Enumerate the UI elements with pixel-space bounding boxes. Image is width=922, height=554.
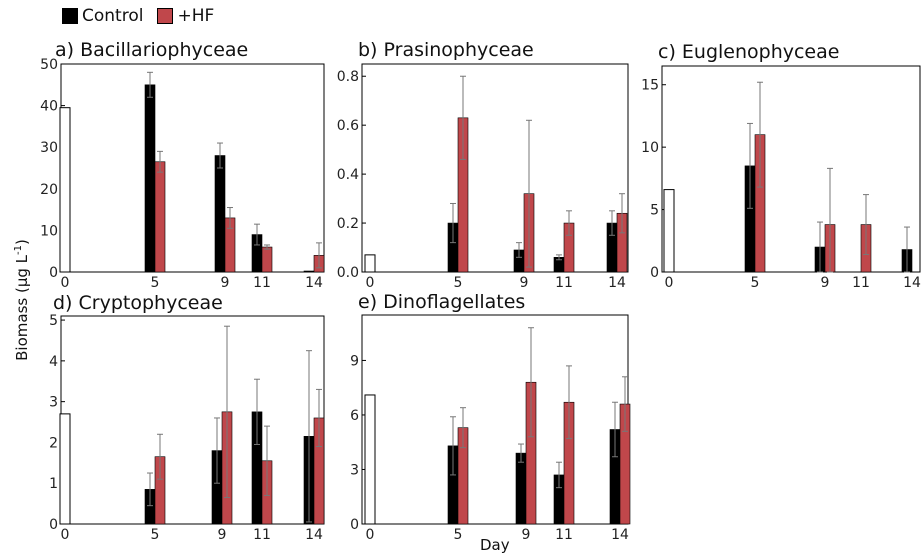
p0-ytick-label: 10	[40, 223, 58, 239]
p0-bar-control	[144, 84, 156, 273]
p2-ytick-label: 15	[641, 78, 659, 94]
p1-ytick-label: 0.4	[337, 167, 359, 183]
panel-title-a: a) Bacillariophyceae	[55, 39, 249, 61]
p1-xtick-label: 9	[520, 275, 529, 291]
p3-xtick-label: 5	[151, 527, 160, 543]
p2-ytick-label: 0	[650, 265, 659, 281]
legend: Control +HF	[62, 4, 228, 28]
p0-ytick-label: 30	[40, 140, 58, 156]
p0-xtick-label: 5	[151, 275, 160, 291]
p0-ytick-label: 50	[40, 57, 58, 73]
p2-xtick-label: 11	[852, 275, 870, 291]
p4-bar-initial	[364, 394, 376, 525]
p0-xtick-label: 11	[253, 275, 271, 291]
panel-title-c: c) Euglenophyceae	[658, 41, 840, 63]
p4-xtick-label: 0	[366, 527, 375, 543]
p1-ytick-label: 0.6	[337, 118, 359, 134]
p0-xtick-label: 14	[305, 275, 323, 291]
legend-label-control: Control	[82, 6, 144, 26]
p1-xtick-label: 11	[555, 275, 573, 291]
p3-frame	[60, 315, 325, 525]
p0-xtick-label: 0	[61, 275, 70, 291]
p1-xtick-label: 5	[454, 275, 463, 291]
p3-bar-initial	[59, 413, 71, 525]
panel-title-d: d) Cryptophyceae	[53, 292, 223, 314]
p0-bar-hf	[261, 246, 273, 273]
p2-bar-initial	[663, 189, 675, 273]
p4-xtick-label: 14	[611, 527, 629, 543]
panel-title-e: e) Dinoflagellates	[358, 291, 526, 313]
p3-ytick-label: 4	[49, 354, 58, 370]
p3-xtick-label: 0	[61, 527, 70, 543]
p4-bar-control	[515, 452, 527, 525]
p3-ytick-label: 5	[49, 313, 58, 329]
p1-ytick-label: 0.2	[337, 216, 359, 232]
p0-bar-hf	[154, 161, 166, 273]
p1-xtick-label: 14	[608, 275, 626, 291]
p0-frame	[60, 63, 325, 273]
p3-ytick-label: 0	[49, 517, 58, 533]
p1-xtick-label: 0	[366, 275, 375, 291]
x-axis-label: Day	[480, 536, 510, 554]
p0-bar-control	[303, 270, 315, 273]
p2-xtick-label: 0	[665, 275, 674, 291]
p2-xtick-label: 5	[751, 275, 760, 291]
p2-xtick-label: 9	[821, 275, 830, 291]
legend-swatch-hf	[157, 8, 174, 24]
p3-ytick-label: 3	[49, 395, 58, 411]
p4-xtick-label: 11	[555, 527, 573, 543]
p0-bar-initial	[59, 107, 71, 273]
p3-xtick-label: 14	[305, 527, 323, 543]
p0-bar-control	[214, 155, 226, 273]
p3-ytick-label: 2	[49, 435, 58, 451]
p2-ytick-label: 10	[641, 140, 659, 156]
legend-label-hf: +HF	[177, 6, 215, 26]
p2-ytick-label: 5	[650, 203, 659, 219]
p4-ytick-label: 9	[350, 353, 359, 369]
p1-frame	[361, 63, 629, 273]
p4-ytick-label: 6	[350, 408, 359, 424]
p2-frame	[661, 65, 921, 273]
p4-xtick-label: 9	[522, 527, 531, 543]
legend-swatch-control	[62, 8, 78, 24]
p1-ytick-label: 0.0	[337, 265, 359, 281]
p3-xtick-label: 11	[253, 527, 271, 543]
p4-xtick-label: 5	[454, 527, 463, 543]
p1-ytick-label: 0.8	[337, 69, 359, 85]
p4-ytick-label: 3	[350, 462, 359, 478]
panel-title-b: b) Prasinophyceae	[358, 39, 534, 61]
p0-ytick-label: 20	[40, 182, 58, 198]
legend-item-hf: +HF	[157, 6, 214, 26]
p3-ytick-label: 1	[49, 476, 58, 492]
legend-item-control: Control	[62, 6, 143, 26]
p2-xtick-label: 14	[903, 275, 921, 291]
p4-ytick-label: 0	[350, 517, 359, 533]
p4-frame	[361, 314, 629, 525]
p3-xtick-label: 9	[218, 527, 227, 543]
p0-xtick-label: 9	[221, 275, 230, 291]
p0-ytick-label: 0	[49, 265, 58, 281]
p0-ytick-label: 40	[40, 99, 58, 115]
p1-bar-initial	[364, 254, 376, 273]
